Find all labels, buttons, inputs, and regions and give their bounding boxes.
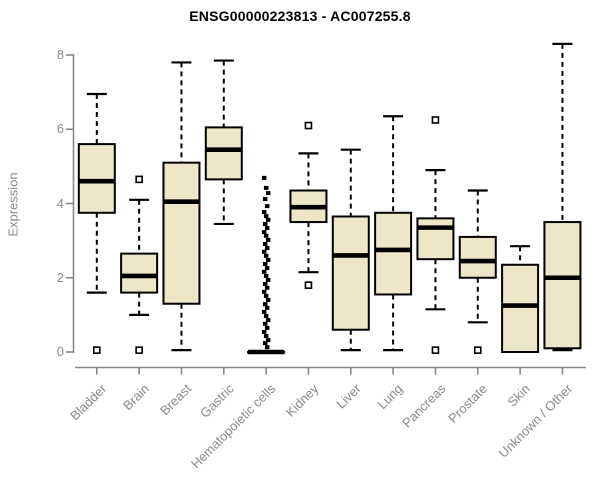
y-tick-label: 2	[56, 269, 64, 285]
y-tick-label: 8	[56, 47, 64, 62]
y-tick-label: 6	[56, 121, 64, 137]
chart-title: ENSG00000223813 - AC007255.8	[189, 8, 411, 24]
y-tick-label: 4	[56, 195, 64, 211]
y-tick-label: 0	[56, 344, 64, 359]
